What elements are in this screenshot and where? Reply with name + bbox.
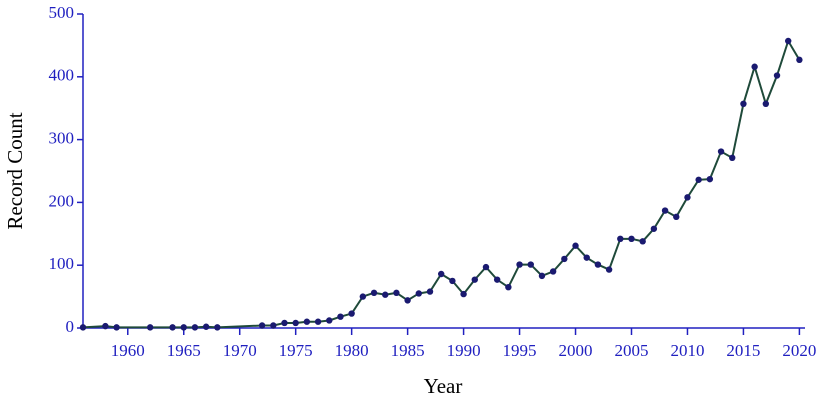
data-point [415,290,423,297]
x-tick-label: 1965 [167,341,201,360]
x-tick-label: 1995 [503,341,537,360]
data-point [729,154,736,162]
data-point [404,297,411,304]
x-tick-label: 2010 [670,341,704,360]
y-tick-label: 500 [49,3,75,22]
data-point [583,254,590,261]
data-point [258,322,266,329]
data-point [281,319,288,327]
data-point [527,261,534,268]
data-point [270,322,277,329]
y-tick-label: 400 [49,66,75,85]
data-point [572,242,579,249]
y-tick-label: 0 [66,317,75,336]
data-point [393,289,400,297]
data-point [191,324,199,331]
data-point [337,313,344,320]
y-tick-label: 300 [49,129,75,148]
x-tick-label: 1980 [335,341,369,360]
data-point [426,288,434,295]
data-point [214,324,221,331]
data-point [102,322,109,330]
data-point [169,324,176,331]
data-point [717,148,725,155]
data-point [773,72,781,79]
y-tick-label: 100 [49,254,75,273]
data-point [493,276,501,283]
data-point [639,238,646,245]
data-point [661,207,669,214]
x-axis-label: Year [424,374,463,398]
data-point [460,290,467,298]
data-point [673,213,680,221]
data-point [180,324,187,331]
x-tick-label: 2005 [614,341,648,360]
data-point [482,263,490,271]
data-point [538,272,546,280]
data-point [79,324,87,331]
data-point [292,319,299,327]
data-point [751,63,758,70]
data-line [82,38,801,329]
data-point [471,276,478,283]
x-tick-label: 1975 [279,341,313,360]
data-point [113,324,120,331]
data-point [617,235,624,243]
data-point [202,323,210,330]
data-point [348,310,355,317]
data-point [382,291,389,298]
x-tick-label: 2000 [559,341,593,360]
data-point [146,324,154,331]
y-tick-label: 200 [49,191,75,210]
data-point [706,175,714,183]
y-axis-label: Record Count [3,112,27,229]
data-point [549,268,557,275]
data-point [650,225,658,232]
data-point [314,318,322,325]
data-point [684,194,691,201]
x-tick-label: 1960 [111,341,145,360]
data-point [740,100,747,108]
data-point [796,56,803,64]
data-point [505,283,512,291]
data-point [762,100,770,108]
x-tick-label: 1985 [391,341,425,360]
data-point [326,317,333,324]
data-point [695,176,702,183]
data-point [438,270,445,278]
data-point [359,293,367,300]
data-point [594,261,602,268]
data-point [516,261,523,268]
data-point [628,235,635,243]
data-point [561,255,568,263]
data-point [449,277,456,285]
x-tick-label: 1970 [223,341,257,360]
x-tick-label: 2015 [726,341,760,360]
x-tick-label: 1990 [447,341,481,360]
data-point [605,266,613,273]
x-tick-label: 2020 [782,341,816,360]
data-point [303,318,311,325]
data-point [785,37,792,45]
data-point [370,289,378,297]
